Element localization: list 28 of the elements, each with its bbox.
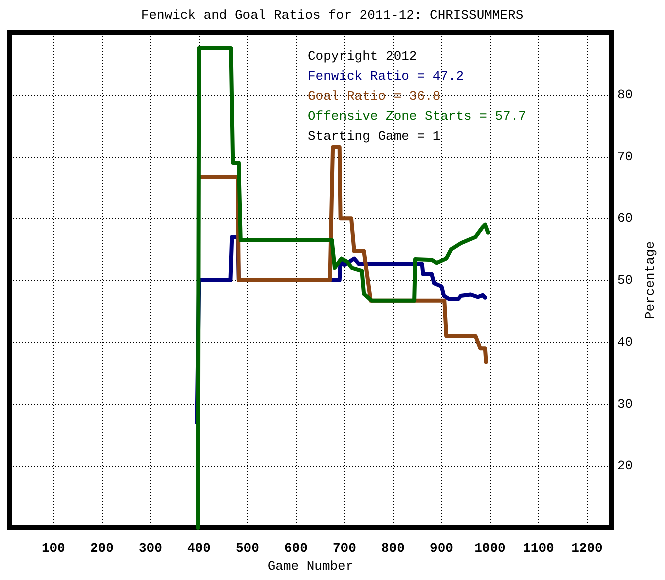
x-tick-label: 300 [138, 541, 163, 556]
text: Fenwick Ratio = 47.2 [308, 69, 464, 84]
x-tick-label: 700 [333, 541, 357, 556]
line-series [196, 46, 490, 530]
y-tick-label: 70 [617, 149, 634, 164]
x-tick-label: 200 [90, 541, 114, 556]
x-tick-label: 1100 [523, 541, 555, 556]
x-tick-label: 600 [284, 541, 308, 556]
y-tick-label: 60 [617, 211, 634, 226]
chart-title: Fenwick and Goal Ratios for 2011-12: CHRISSUMMERS [141, 8, 524, 23]
x-tick-label: 800 [382, 541, 406, 556]
annotation: Copyright 2012 [308, 49, 418, 64]
x-tick-label: 900 [430, 541, 454, 556]
x-tick-label: 1000 [474, 541, 506, 556]
text: Goal Ratio = 36.8 [308, 89, 441, 104]
x-tick-label: 400 [187, 541, 212, 556]
x-tick-label: 1200 [572, 541, 604, 556]
y-tick-label: 20 [617, 458, 634, 474]
x-axis-title: Game Number [268, 559, 354, 574]
y-tick-label: 80 [617, 87, 634, 102]
y-tick-label: 50 [617, 273, 634, 288]
text: Offensive Zone Starts = 57.7 [308, 109, 526, 124]
y-axis-title: Percentage [643, 241, 658, 320]
x-tick-label: 500 [236, 541, 260, 556]
x-tick-label: 100 [42, 541, 66, 556]
y-tick-label: 30 [617, 396, 634, 412]
y-tick-label: 40 [617, 334, 634, 350]
annotation: Starting Game = 1 [308, 129, 441, 144]
